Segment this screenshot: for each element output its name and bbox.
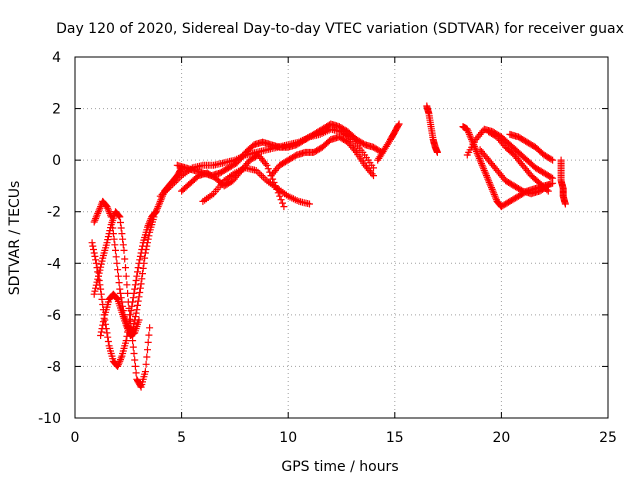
axis-ticks: 0 5 10 15 20 25 -10 -8 -6 -4 -2 0 2 4 bbox=[38, 50, 617, 446]
x-tick-label: 5 bbox=[177, 430, 186, 446]
data-point-markers bbox=[459, 123, 557, 211]
plot-frame bbox=[74, 56, 609, 419]
data-markers bbox=[88, 102, 569, 391]
x-tick-label: 0 bbox=[71, 430, 80, 446]
data-point-markers bbox=[476, 146, 552, 198]
data-point-markers bbox=[557, 156, 569, 208]
series-arc-k bbox=[374, 120, 403, 164]
series-arc-l bbox=[423, 102, 441, 156]
x-tick-label: 20 bbox=[492, 430, 510, 446]
y-tick-label: -4 bbox=[47, 256, 61, 272]
grid-lines bbox=[75, 57, 608, 418]
data-point-markers bbox=[97, 290, 143, 339]
series-arc-h bbox=[267, 133, 377, 180]
series-arc-i bbox=[199, 164, 313, 208]
y-tick-label: -10 bbox=[38, 411, 61, 427]
series-arc-j bbox=[148, 164, 186, 221]
chart-title: Day 120 of 2020, Sidereal Day-to-day VTE… bbox=[56, 21, 624, 37]
x-axis-label: GPS time / hours bbox=[281, 459, 398, 475]
data-point-markers bbox=[506, 130, 557, 164]
data-point-markers bbox=[148, 164, 186, 221]
data-point-markers bbox=[90, 208, 154, 391]
series-arc-p bbox=[476, 146, 552, 198]
series-arc-m bbox=[459, 123, 557, 211]
y-tick-label: -2 bbox=[47, 205, 61, 221]
x-tick-label: 15 bbox=[386, 430, 404, 446]
data-point-markers bbox=[423, 102, 441, 156]
data-point-markers bbox=[267, 133, 377, 180]
series-arc-d bbox=[97, 290, 143, 339]
data-point-markers bbox=[374, 120, 403, 164]
x-tick-label: 25 bbox=[599, 430, 617, 446]
y-tick-label: 0 bbox=[52, 153, 61, 169]
series-arc-r bbox=[557, 156, 569, 208]
x-tick-label: 10 bbox=[279, 430, 297, 446]
y-tick-label: -8 bbox=[47, 359, 61, 375]
y-tick-label: 2 bbox=[52, 102, 61, 118]
data-point-markers bbox=[199, 164, 313, 208]
y-tick-label: 4 bbox=[52, 50, 61, 66]
series-arc-c bbox=[90, 208, 154, 391]
series-arc-q bbox=[506, 130, 557, 164]
y-tick-label: -6 bbox=[47, 308, 61, 324]
y-axis-label: SDTVAR / TECUs bbox=[7, 181, 23, 296]
